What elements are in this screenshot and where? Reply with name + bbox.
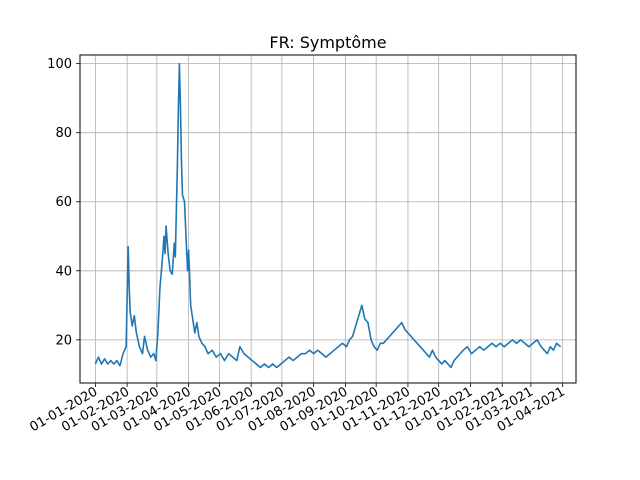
y-tick-label: 60	[55, 195, 72, 210]
series-line	[94, 62, 562, 369]
y-tick-label: 80	[55, 126, 72, 141]
grid-lines	[80, 55, 576, 383]
y-axis: 20 40 60 80 100	[47, 57, 80, 348]
y-tick-label: 20	[55, 333, 72, 348]
chart-title: FR: Symptôme	[269, 33, 386, 52]
y-tick-label: 100	[47, 57, 72, 72]
series-layer	[94, 62, 562, 369]
plot-frame	[79, 54, 577, 384]
y-tick-label: 40	[55, 264, 72, 279]
